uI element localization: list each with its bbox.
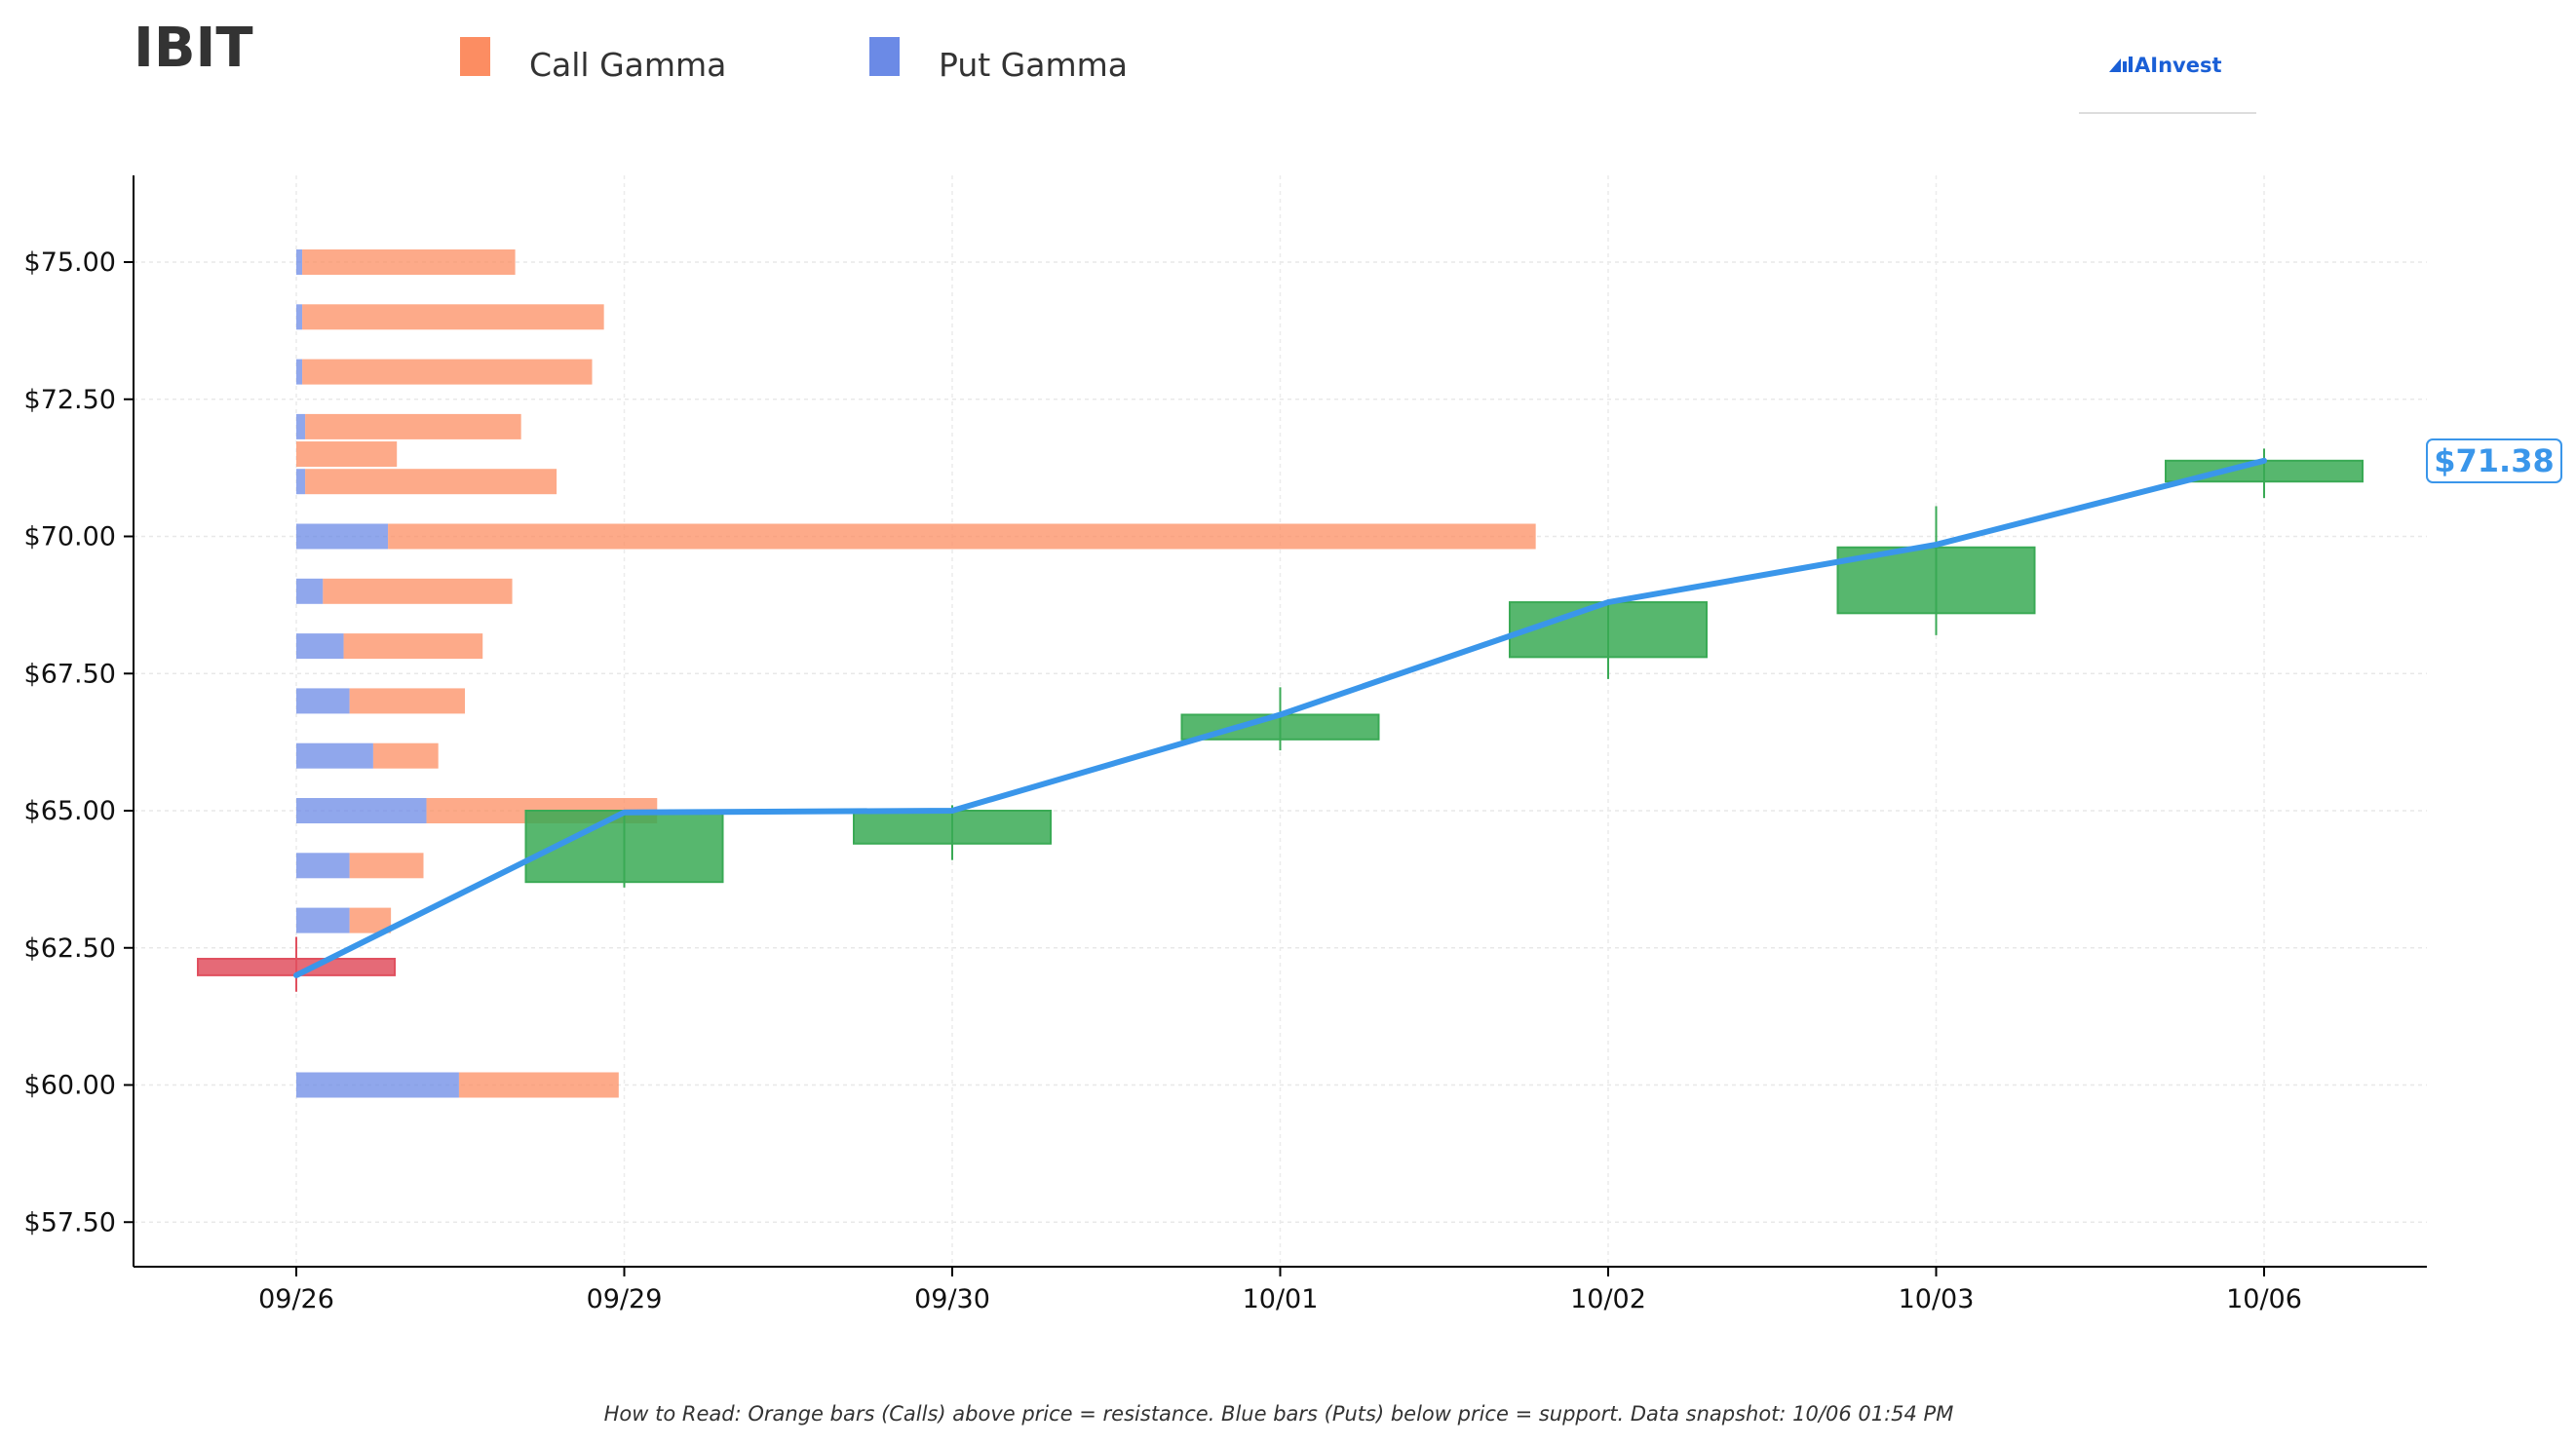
candle-body <box>853 810 1052 845</box>
y-tick-label: $70.00 <box>24 522 116 552</box>
call-gamma-bar <box>343 633 483 660</box>
call-gamma-bar <box>458 1072 619 1098</box>
put-gamma-bar <box>296 1072 459 1098</box>
call-gamma-bar <box>302 304 604 330</box>
y-ticks: $57.50 $60.00 $62.50 $65.00 $67.50 $70.00 $72.… <box>24 247 134 1237</box>
x-tick-label: 09/26 <box>258 1284 334 1314</box>
call-gamma-bar <box>305 469 557 495</box>
y-tick-label: $57.50 <box>24 1207 116 1237</box>
price-line-group <box>293 457 2267 978</box>
put-gamma-bar <box>296 469 306 495</box>
price-line <box>293 457 2267 978</box>
put-gamma-bar <box>296 523 389 550</box>
candle-body <box>1509 601 1708 659</box>
ainvest-logo: AInvest <box>2079 54 2256 114</box>
legend-swatch-put <box>869 37 900 76</box>
put-gamma-bar <box>296 907 350 933</box>
legend-label-call: Call Gamma <box>529 46 726 84</box>
put-gamma-bar <box>296 249 303 275</box>
put-gamma-bar <box>296 742 373 769</box>
put-gamma-bar <box>296 304 303 330</box>
chart-title: IBIT <box>134 17 253 80</box>
last-price-badge: $71.38 <box>2426 438 2562 483</box>
call-gamma-bar <box>323 578 513 604</box>
call-gamma-bar <box>388 523 1536 550</box>
x-tick-label: 10/01 <box>1243 1284 1319 1314</box>
call-gamma-bar <box>305 413 521 439</box>
legend-swatch-call <box>460 37 490 76</box>
put-gamma-bar <box>296 853 350 879</box>
last-price-badge-box <box>2426 438 2562 483</box>
x-ticks: 09/26 09/29 09/30 10/01 10/02 10/03 10/06 <box>258 1267 2302 1314</box>
x-tick-label: 10/03 <box>1899 1284 1975 1314</box>
call-gamma-bar <box>372 742 439 769</box>
y-tick-label: $62.50 <box>24 933 116 964</box>
put-gamma-bar <box>296 633 344 660</box>
y-tick-label: $67.50 <box>24 659 116 689</box>
put-gamma-bar <box>296 688 350 714</box>
put-gamma-bar <box>296 798 427 823</box>
x-tick-label: 09/30 <box>914 1284 990 1314</box>
call-gamma-bar <box>296 441 398 468</box>
legend-label-put: Put Gamma <box>939 46 1128 84</box>
call-gamma-bar <box>302 249 516 275</box>
x-tick-label: 10/06 <box>2226 1284 2302 1314</box>
logo-text: AInvest <box>2134 54 2222 77</box>
call-gamma-bar <box>302 359 593 385</box>
footnote: How to Read: Orange bars (Calls) above p… <box>604 1402 1954 1426</box>
legend: Call Gamma Put Gamma <box>460 37 1128 84</box>
call-gamma-bar <box>349 688 465 714</box>
gamma-bars <box>296 249 1536 1098</box>
call-gamma-bar <box>349 853 424 879</box>
y-tick-label: $60.00 <box>24 1071 116 1101</box>
y-tick-label: $65.00 <box>24 796 116 826</box>
last-price-label: $71.38 <box>2434 442 2554 479</box>
logo-mark-icon <box>2109 57 2133 72</box>
y-tick-label: $75.00 <box>24 247 116 278</box>
y-tick-label: $72.50 <box>24 385 116 415</box>
put-gamma-bar <box>296 578 324 604</box>
x-tick-label: 09/29 <box>587 1284 663 1314</box>
x-tick-label: 10/02 <box>1570 1284 1646 1314</box>
put-gamma-bar <box>296 413 306 439</box>
put-gamma-bar <box>296 359 303 385</box>
candlesticks <box>197 448 2364 992</box>
